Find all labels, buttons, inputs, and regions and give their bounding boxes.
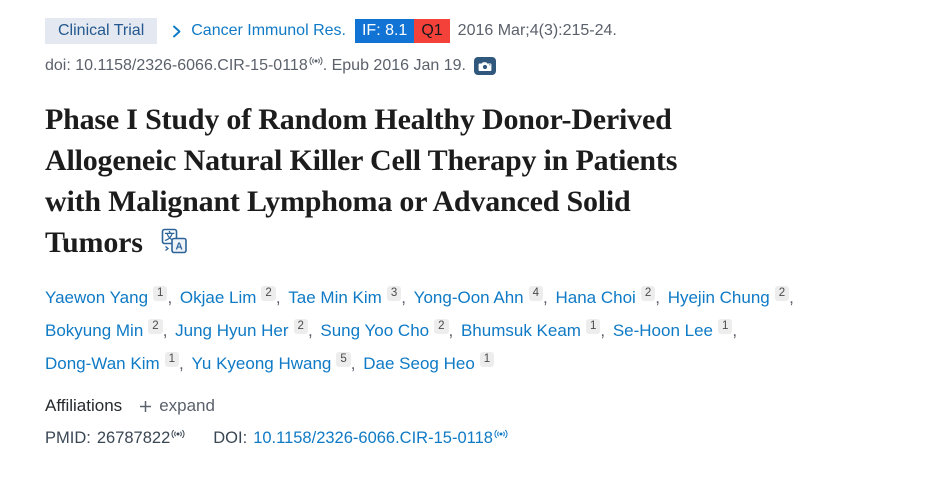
author-separator: , (600, 321, 610, 340)
broadcast-icon (309, 56, 323, 66)
author-link[interactable]: Okjae Lim (179, 288, 257, 307)
doi-text: doi: 10.1158/2326-6066.CIR-15-0118 (45, 57, 308, 74)
authors-line: Bokyung Min 2, Jung Hyun Her 2, Sung Yoo C… (45, 314, 895, 347)
authors-line: Dong-Wan Kim 1, Yu Kyeong Hwang 5, Dae Seo… (45, 347, 895, 380)
authors-list: Yaewon Yang 1, Okjae Lim 2, Tae Min Kim 3, … (45, 281, 895, 380)
author-affiliation-badge[interactable]: 5 (336, 352, 351, 367)
doi-row: doi: 10.1158/2326-6066.CIR-15-0118 . Epub… (45, 56, 900, 75)
author-separator: , (179, 354, 189, 373)
author-link[interactable]: Yong-Oon Ahn (413, 288, 524, 307)
pmid-label: PMID: (45, 429, 91, 447)
article-header-page: Clinical Trial Cancer Immunol Res. IF: 8… (45, 18, 900, 448)
author-separator: , (162, 321, 173, 340)
author-link[interactable]: Se-Hoon Lee (612, 321, 714, 340)
author-link[interactable]: Dae Seog Heo (363, 354, 475, 373)
broadcast-icon (171, 429, 185, 439)
camera-icon[interactable] (473, 57, 496, 75)
author-link[interactable]: Yu Kyeong Hwang (191, 354, 332, 373)
doi-group: DOI: 10.1158/2326-6066.CIR-15-0118 (213, 429, 508, 448)
citation-row: Clinical Trial Cancer Immunol Res. IF: 8… (45, 18, 900, 44)
author-link[interactable]: Hyejin Chung (667, 288, 770, 307)
author-separator: , (655, 288, 665, 307)
author-link[interactable]: Tae Min Kim (288, 288, 382, 307)
pmid-group: PMID: 26787822 (45, 429, 185, 448)
citation-date: 2016 Mar;4(3):215-24. (457, 22, 617, 39)
journal-link[interactable]: Cancer Immunol Res. (191, 22, 346, 39)
author-link[interactable]: Bhumsuk Keam (460, 321, 581, 340)
author-separator: , (167, 288, 177, 307)
svg-text:文: 文 (165, 230, 176, 243)
title-line: Allogeneic Natural Killer Cell Therapy i… (45, 144, 678, 177)
expand-label: expand (159, 396, 215, 415)
author-link[interactable]: Dong-Wan Kim (45, 354, 160, 373)
author-affiliation-badge[interactable]: 1 (718, 319, 733, 334)
author-link[interactable]: Bokyung Min (45, 321, 144, 340)
publication-type-badge[interactable]: Clinical Trial (45, 18, 158, 44)
plus-icon (139, 400, 152, 413)
author-separator: , (448, 321, 458, 340)
authors-line: Yaewon Yang 1, Okjae Lim 2, Tae Min Kim 3, … (45, 281, 895, 314)
affiliations-row: Affiliations expand (45, 396, 900, 416)
quartile-badge: Q1 (414, 19, 450, 43)
author-affiliation-badge[interactable]: 2 (434, 319, 449, 334)
page-title: Phase I Study of Random Healthy Donor-De… (45, 99, 900, 263)
author-separator: , (350, 354, 361, 373)
title-line: Phase I Study of Random Healthy Donor-De… (45, 103, 672, 136)
chevron-right-icon (171, 24, 182, 39)
author-affiliation-badge[interactable]: 2 (293, 319, 308, 334)
author-separator: , (307, 321, 318, 340)
author-link[interactable]: Hana Choi (555, 288, 636, 307)
author-separator: , (789, 288, 794, 307)
pmid-value: 26787822 (96, 429, 171, 447)
doi-link[interactable]: 10.1158/2326-6066.CIR-15-0118 (253, 429, 493, 447)
impact-factor-badge: IF: 8.1 (354, 19, 415, 43)
author-affiliation-badge[interactable]: 2 (261, 286, 276, 301)
author-affiliation-badge[interactable]: 4 (528, 286, 544, 301)
doi-label: DOI: (213, 429, 248, 447)
expand-affiliations-button[interactable]: expand (139, 396, 215, 416)
translate-icon[interactable]: 文 A (161, 228, 188, 261)
author-affiliation-badge[interactable]: 2 (640, 286, 656, 301)
author-affiliation-badge[interactable]: 2 (148, 319, 163, 334)
author-affiliation-badge[interactable]: 1 (164, 352, 180, 367)
author-link[interactable]: Sung Yoo Cho (320, 321, 430, 340)
author-affiliation-badge[interactable]: 1 (153, 286, 168, 301)
author-affiliation-badge[interactable]: 1 (479, 352, 495, 367)
author-separator: , (401, 288, 411, 307)
affiliations-label: Affiliations (45, 396, 123, 415)
author-link[interactable]: Yaewon Yang (45, 288, 149, 307)
author-separator: , (543, 288, 553, 307)
author-affiliation-badge[interactable]: 1 (585, 319, 601, 334)
title-line: with Malignant Lymphoma or Advanced Soli… (45, 185, 631, 218)
title-line: Tumors (45, 226, 143, 259)
identifiers-row: PMID: 26787822 DOI: 10.1158/2326-6066.CI… (45, 429, 900, 448)
author-separator: , (275, 288, 286, 307)
author-affiliation-badge[interactable]: 2 (774, 286, 790, 301)
author-link[interactable]: Jung Hyun Her (175, 321, 289, 340)
author-affiliation-badge[interactable]: 3 (386, 286, 402, 301)
broadcast-icon (494, 429, 508, 439)
epub-text: . Epub 2016 Jan 19. (322, 57, 466, 74)
svg-text:A: A (176, 242, 183, 253)
author-separator: , (732, 321, 738, 340)
